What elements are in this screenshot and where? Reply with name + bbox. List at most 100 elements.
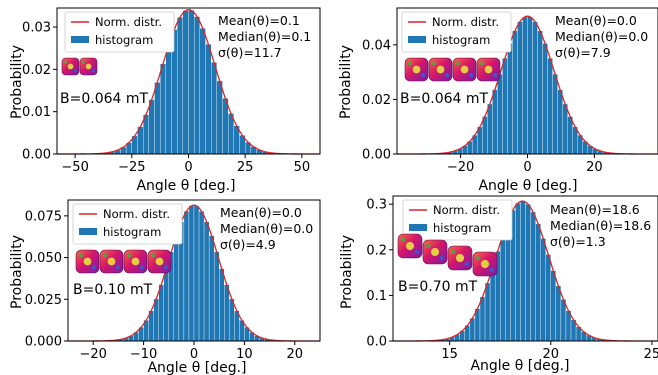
y-tick-label: 0.2 <box>366 243 387 258</box>
y-axis-label: Probability <box>9 45 25 119</box>
legend: Norm. distr. histogram <box>401 11 512 53</box>
panel-4: 15 20 25 0.0 0.1 0.2 0.3 Probability Angle θ [… <box>339 195 658 374</box>
histogram-bar <box>173 235 180 342</box>
y-axis-label: Probability <box>9 235 25 309</box>
histogram-bar <box>542 43 548 155</box>
histogram-bar <box>219 268 225 342</box>
x-tick-label: 0 <box>184 160 192 175</box>
y-tick-label: 0.00 <box>22 148 51 163</box>
histogram-bar <box>520 200 526 342</box>
histogram-bar <box>198 211 205 342</box>
histogram-bar <box>154 82 161 155</box>
histogram-bar <box>489 267 496 342</box>
legend-box <box>401 11 512 53</box>
field-label: B=0.70 mT <box>398 279 478 295</box>
histogram-bar <box>203 221 210 342</box>
legend: Norm. distr. histogram <box>402 199 513 241</box>
x-tick-label: −20 <box>447 160 474 175</box>
y-tick-label: 0.04 <box>362 38 391 53</box>
stat-sigma: σ(θ)=11.7 <box>218 45 282 60</box>
y-tick-label: 0.050 <box>25 251 62 266</box>
histogram-bar <box>205 44 212 155</box>
y-tick-label: 0.000 <box>25 335 62 350</box>
cube-chain <box>61 57 98 76</box>
histogram-bar <box>497 73 503 155</box>
x-axis-label: Angle θ [deg.] <box>147 360 246 375</box>
stat-sigma: σ(θ)=4.9 <box>220 237 276 252</box>
histogram-bar <box>567 116 573 155</box>
histogram-bar <box>482 116 488 155</box>
x-tick-label: 20 <box>287 347 304 362</box>
x-tick-label: 25 <box>237 160 254 175</box>
histogram-bar <box>540 238 546 342</box>
y-tick-label: 0.01 <box>22 105 51 120</box>
y-tick-label: 0.1 <box>366 289 387 304</box>
magnetic-cube-icon <box>75 249 100 274</box>
histogram-bar <box>537 30 543 155</box>
y-axis-label: Probability <box>338 45 354 119</box>
histogram-bar <box>550 270 557 342</box>
cube-chain <box>397 233 498 277</box>
x-tick-label: 20 <box>586 160 603 175</box>
histogram-bar <box>188 205 195 342</box>
histogram-bar <box>159 63 167 155</box>
x-axis-label: Angle θ [deg.] <box>136 178 235 194</box>
histogram-bar <box>530 211 536 342</box>
magnetic-cube-icon <box>476 57 501 82</box>
histogram-bar <box>199 28 206 155</box>
x-tick-label: 15 <box>441 347 458 362</box>
stat-sigma: σ(θ)=1.3 <box>550 234 606 249</box>
field-label: B=0.10 mT <box>73 282 153 298</box>
histogram-bar <box>557 89 563 155</box>
panel-2: −20 0 20 0.00 0.02 0.04 Probability Angle θ [… <box>338 7 658 194</box>
histogram-bar <box>484 282 491 342</box>
histogram-bar <box>547 58 553 155</box>
legend-curve-label: Norm. distr. <box>95 15 162 29</box>
histogram-bar <box>182 10 189 155</box>
x-tick-label: 0 <box>523 160 531 175</box>
magnetic-cube-icon <box>452 57 477 82</box>
legend-bar-label: histogram <box>432 33 490 47</box>
histogram-bar <box>193 16 201 155</box>
histogram-bar <box>535 223 541 342</box>
legend-box <box>72 203 183 245</box>
legend-bar-swatch <box>79 228 97 235</box>
stat-mean: Mean(θ)=0.0 <box>555 13 637 28</box>
stat-median: Median(θ)=18.6 <box>550 218 651 233</box>
histogram-bar <box>229 298 235 342</box>
cube-chain <box>404 57 501 82</box>
histogram-bar <box>479 296 486 342</box>
histogram-bar <box>562 103 568 155</box>
cube-chain <box>75 249 172 274</box>
histogram-bar <box>512 30 518 155</box>
histogram-bar <box>183 211 190 342</box>
panel-1: −50 −25 0 25 500.000.010.020.03 Probability … <box>9 7 321 194</box>
stat-sigma: σ(θ)=7.9 <box>555 45 611 60</box>
x-axis-label: Angle θ [deg.] <box>470 358 569 374</box>
x-tick-label: 50 <box>294 160 311 175</box>
histogram-bar <box>208 235 215 342</box>
histogram-bar <box>213 251 220 342</box>
histogram-bar <box>163 268 169 342</box>
histogram-bar <box>492 89 498 155</box>
panel-3: −20 −10 0 10 20 0.000 0.025 0.050 0.075 Probabil… <box>9 199 321 375</box>
y-tick-label: 0.02 <box>362 93 391 108</box>
magnetic-cube-icon <box>61 57 80 76</box>
plot-area: 15 20 25 0.0 0.1 0.2 0.3 <box>366 195 658 362</box>
histogram-bar <box>148 99 155 155</box>
histogram-bar <box>193 205 200 342</box>
field-label: B=0.064 mT <box>60 91 149 107</box>
plot-area: −20 0 20 0.00 0.02 0.04 <box>362 7 658 175</box>
x-axis-label: Angle θ [deg.] <box>478 178 577 194</box>
magnetic-cube-icon <box>422 239 448 265</box>
plot-area: −20 −10 0 10 20 0.000 0.025 0.050 0.075 <box>25 199 321 362</box>
histogram-bar <box>222 98 229 155</box>
magnetic-cube-icon <box>99 249 124 274</box>
histogram-bar <box>527 16 533 155</box>
histogram-bar <box>487 103 493 155</box>
histogram-bar <box>165 45 172 155</box>
magnetic-cube-icon <box>447 245 473 271</box>
x-tick-label: 20 <box>543 347 560 362</box>
x-tick-label: −50 <box>61 160 88 175</box>
x-tick-label: 0 <box>190 347 198 362</box>
